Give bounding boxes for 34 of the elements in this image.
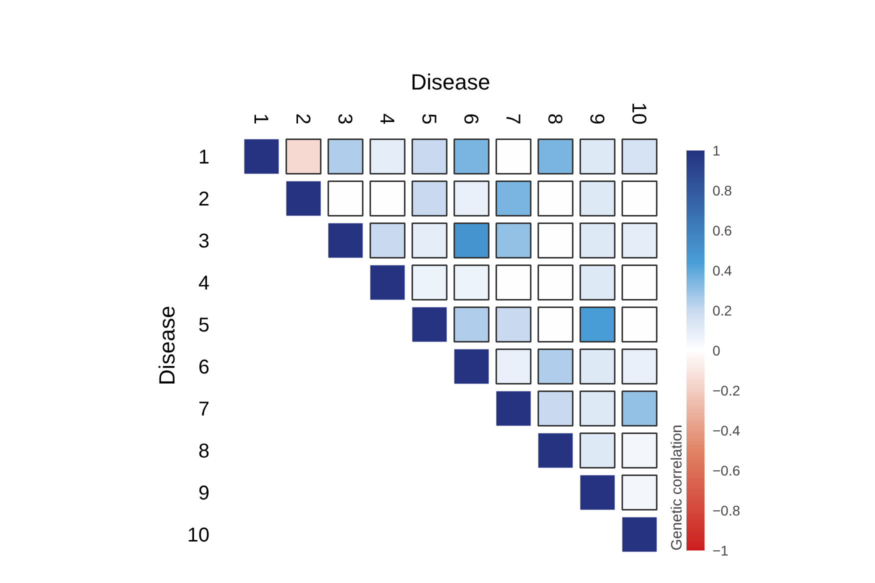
color-bar-label: −0.2: [712, 382, 740, 398]
y-tick-label: 2: [198, 188, 210, 210]
color-bar-label: 0.6: [712, 222, 732, 238]
y-axis-title: Disease: [154, 306, 180, 386]
x-axis-title: Disease: [410, 69, 490, 94]
y-tick-label: 1: [198, 146, 210, 168]
color-bar-label: −1: [712, 542, 729, 558]
y-tick-label: 6: [198, 356, 210, 378]
y-tick-label: 10: [187, 524, 210, 546]
x-tick-label: 4: [376, 113, 398, 124]
x-tick-label: 3: [334, 113, 356, 124]
x-tick-label: 10: [628, 102, 650, 125]
x-tick-label: 6: [460, 113, 482, 124]
color-bar-label: −0.6: [712, 462, 740, 478]
color-bar-label: 0.8: [712, 182, 732, 198]
x-tick-label: 8: [544, 113, 566, 124]
x-tick-label: 9: [586, 113, 608, 124]
x-tick-label: 1: [250, 113, 272, 124]
color-bar-label: −0.8: [712, 502, 740, 518]
x-tick-label: 7: [502, 113, 524, 124]
color-bar-title: Genetic correlation: [668, 424, 686, 550]
x-tick-label: 5: [418, 113, 440, 124]
y-tick-label: 5: [198, 314, 210, 336]
y-tick-label: 3: [198, 230, 210, 252]
color-bar-label: 0.2: [712, 302, 732, 318]
y-tick-label: 7: [198, 398, 210, 420]
y-tick-label: 8: [198, 440, 210, 462]
color-bar-label: 1: [712, 142, 720, 158]
color-bar-label: 0.4: [712, 262, 732, 278]
x-tick-label: 2: [292, 113, 314, 124]
color-bar-label: 0: [712, 342, 720, 358]
color-bar-label: −0.4: [712, 422, 740, 438]
y-tick-label: 4: [198, 272, 210, 294]
y-tick-label: 9: [198, 482, 210, 504]
